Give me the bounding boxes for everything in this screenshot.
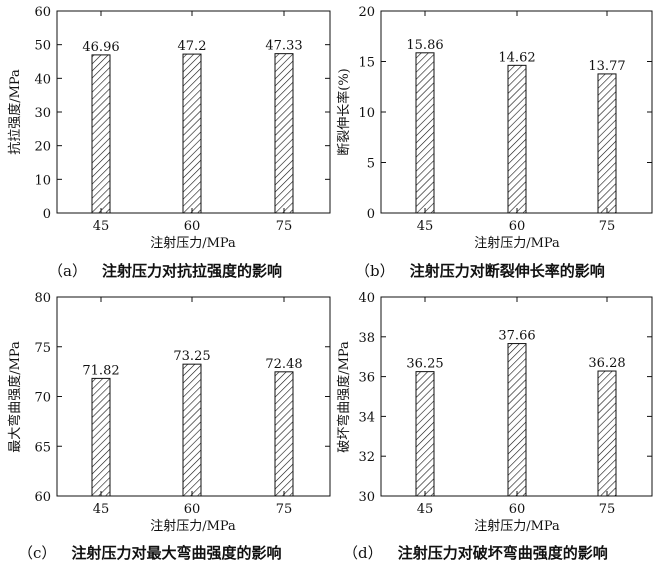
bar-d-2 <box>597 370 617 497</box>
y-axis-a: 0 10 20 30 40 50 60 <box>34 5 330 222</box>
data-label-c-0: 71.82 <box>82 363 119 378</box>
caption-text-c: 注射压力对最大弯曲强度的影响 <box>72 544 282 562</box>
x-tick-label-a-0: 45 <box>93 219 110 234</box>
data-label-b-1: 14.62 <box>498 50 535 65</box>
y-tick-label-d-3: 36 <box>358 371 375 386</box>
y-axis-label-d: 破坏弯曲强度/MPa <box>336 341 352 453</box>
data-label-d-1: 37.66 <box>498 329 535 344</box>
caption-text-a: 注射压力对抗拉强度的影响 <box>102 262 282 280</box>
y-tick-label-d-2: 34 <box>358 410 375 425</box>
caption-text-b: 注射压力对断裂伸长率的影响 <box>410 262 605 280</box>
y-axis-label-b: 断裂伸长率(%) <box>336 68 352 156</box>
panel-b: 0 5 10 15 20 15.86 14.62 13.77 45 60 75 注射压力/MPa… <box>336 5 653 280</box>
panel-d: 30 32 34 36 38 40 36.25 37.66 36.28 45 60 75 注射压力… <box>336 291 653 562</box>
y-tick-label-d-1: 32 <box>358 450 375 465</box>
x-tick-label-d-0: 45 <box>417 502 434 517</box>
x-tick-label-d-1: 60 <box>509 502 526 517</box>
x-axis-c: 45 60 75 <box>93 297 293 517</box>
data-label-d-0: 36.25 <box>406 357 443 372</box>
caption-b: （b） 注射压力对断裂伸长率的影响 <box>355 261 605 280</box>
bars-a: 46.96 47.2 47.33 <box>82 39 303 214</box>
panel-c: 60 65 70 75 80 71.82 73.25 72.48 45 60 75 注射压力/M… <box>7 291 331 562</box>
caption-letter-d: （d） <box>343 544 383 562</box>
bar-b-0 <box>415 52 435 214</box>
x-tick-label-a-2: 75 <box>276 219 293 234</box>
bar-c-2 <box>274 371 294 497</box>
y-tick-label-b-3: 15 <box>358 56 375 71</box>
x-tick-label-d-2: 75 <box>599 502 616 517</box>
panel-a: 0 10 20 30 40 50 60 46.96 47.2 47.33 45 60 75 注射压力… <box>7 5 331 280</box>
bars-d: 36.25 37.66 36.28 <box>406 329 626 497</box>
data-label-d-2: 36.28 <box>588 356 625 371</box>
caption-text-d: 注射压力对破坏弯曲强度的影响 <box>398 544 608 562</box>
y-tick-label-d-0: 30 <box>358 490 375 505</box>
x-axis-label-d: 注射压力/MPa <box>474 518 560 534</box>
x-axis-d: 45 60 75 <box>417 297 616 517</box>
x-tick-label-b-1: 60 <box>509 219 526 234</box>
bar-b-2 <box>597 73 617 214</box>
x-tick-label-a-1: 60 <box>184 219 201 234</box>
y-tick-label-a-5: 50 <box>34 39 51 54</box>
bar-a-1 <box>182 53 202 214</box>
y-tick-label-c-3: 75 <box>34 341 51 356</box>
x-axis-label-c: 注射压力/MPa <box>150 518 236 534</box>
y-axis-label-a: 抗拉强度/MPa <box>7 69 23 155</box>
y-tick-label-b-0: 0 <box>367 207 375 222</box>
bar-c-1 <box>182 363 202 497</box>
y-tick-label-a-2: 20 <box>34 140 51 155</box>
data-label-b-0: 15.86 <box>406 38 443 53</box>
y-axis-label-c: 最大弯曲强度/MPa <box>7 341 23 453</box>
y-tick-label-d-4: 38 <box>358 331 375 346</box>
y-tick-label-d-5: 40 <box>358 291 375 306</box>
y-tick-label-b-4: 20 <box>358 5 375 20</box>
y-tick-label-c-4: 80 <box>34 291 51 306</box>
data-label-c-1: 73.25 <box>173 349 210 364</box>
bar-a-2 <box>274 53 294 214</box>
y-tick-label-c-0: 60 <box>34 490 51 505</box>
bar-d-0 <box>415 371 435 497</box>
x-axis-label-a: 注射压力/MPa <box>150 235 236 251</box>
x-axis-a: 45 60 75 <box>93 11 293 234</box>
y-tick-label-a-3: 30 <box>34 106 51 121</box>
y-tick-label-b-1: 5 <box>367 157 375 172</box>
x-tick-label-c-0: 45 <box>93 502 110 517</box>
y-tick-label-b-2: 10 <box>358 106 375 121</box>
bar-d-1 <box>507 343 527 497</box>
y-tick-label-a-4: 40 <box>34 72 51 87</box>
y-axis-d: 30 32 34 36 38 40 <box>358 291 652 505</box>
bar-a-0 <box>91 54 111 214</box>
y-tick-label-a-0: 0 <box>43 207 51 222</box>
bar-b-1 <box>507 64 527 214</box>
y-axis-c: 60 65 70 75 80 <box>34 291 330 505</box>
caption-letter-a: （a） <box>48 262 87 280</box>
bar-c-0 <box>91 377 111 497</box>
y-tick-label-a-6: 60 <box>34 5 51 20</box>
data-label-c-2: 72.48 <box>265 357 302 372</box>
x-tick-label-c-1: 60 <box>184 502 201 517</box>
x-tick-label-b-2: 75 <box>599 219 616 234</box>
caption-letter-b: （b） <box>355 262 395 280</box>
data-label-a-2: 47.33 <box>265 39 302 54</box>
bars-c: 71.82 73.25 72.48 <box>82 349 303 497</box>
x-tick-label-b-0: 45 <box>417 219 434 234</box>
x-tick-label-c-2: 75 <box>276 502 293 517</box>
y-tick-label-a-1: 10 <box>34 173 51 188</box>
x-axis-b: 45 60 75 <box>417 11 616 234</box>
caption-c: （c） 注射压力对最大弯曲强度的影响 <box>18 543 282 562</box>
data-label-a-0: 46.96 <box>82 40 119 55</box>
caption-d: （d） 注射压力对破坏弯曲强度的影响 <box>343 543 608 562</box>
data-label-b-2: 13.77 <box>588 59 625 74</box>
caption-a: （a） 注射压力对抗拉强度的影响 <box>48 261 282 280</box>
caption-letter-c: （c） <box>18 544 56 562</box>
y-axis-b: 0 5 10 15 20 <box>358 5 652 222</box>
x-axis-label-b: 注射压力/MPa <box>474 235 560 251</box>
y-tick-label-c-1: 65 <box>34 440 51 455</box>
y-tick-label-c-2: 70 <box>34 391 51 406</box>
data-label-a-1: 47.2 <box>178 39 207 54</box>
bars-b: 15.86 14.62 13.77 <box>406 38 626 214</box>
